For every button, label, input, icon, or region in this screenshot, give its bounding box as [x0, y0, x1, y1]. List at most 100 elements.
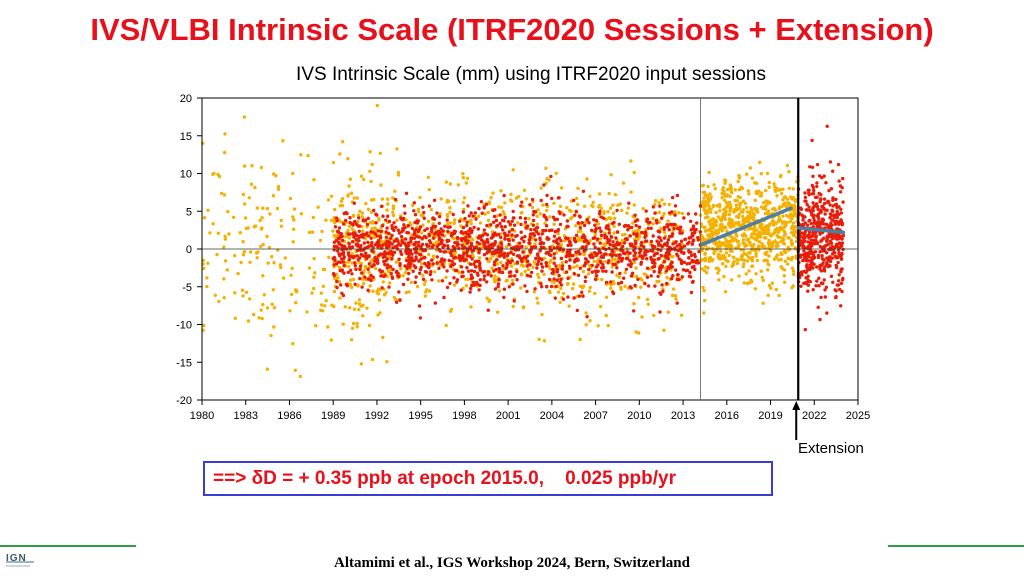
data-point	[391, 207, 396, 211]
data-point	[566, 243, 570, 248]
data-point	[492, 251, 497, 256]
data-point	[748, 251, 752, 255]
data-point	[465, 223, 469, 228]
data-point	[496, 310, 500, 314]
data-point	[759, 191, 764, 195]
data-point	[761, 206, 765, 211]
data-point	[733, 207, 737, 212]
data-point	[632, 257, 636, 262]
data-point	[791, 221, 796, 225]
data-point	[373, 232, 377, 236]
data-point	[557, 263, 562, 267]
data-point	[543, 221, 547, 225]
data-point	[533, 287, 537, 291]
data-point	[432, 217, 437, 221]
data-point	[314, 324, 318, 328]
data-point	[819, 295, 823, 300]
data-point	[559, 243, 564, 247]
data-point	[375, 241, 379, 245]
data-point	[811, 216, 816, 220]
data-point	[716, 215, 720, 219]
data-point	[248, 297, 252, 301]
data-point	[339, 232, 343, 236]
data-point	[666, 219, 670, 223]
data-point	[665, 254, 669, 259]
data-point	[358, 209, 362, 213]
data-point	[255, 256, 259, 260]
data-point	[312, 275, 316, 279]
data-point	[332, 240, 336, 244]
data-point	[626, 206, 630, 210]
data-point	[370, 226, 374, 231]
data-point	[841, 176, 845, 181]
data-point	[750, 259, 755, 263]
data-point	[791, 196, 795, 200]
data-point	[584, 245, 588, 249]
data-point	[384, 243, 389, 248]
data-point	[426, 175, 430, 179]
data-point	[820, 175, 824, 180]
data-point	[575, 264, 579, 268]
data-point	[345, 284, 350, 288]
data-point	[413, 213, 418, 217]
data-point	[666, 265, 670, 269]
data-point	[417, 210, 421, 214]
data-point	[628, 259, 632, 263]
data-point	[706, 246, 711, 250]
data-point	[511, 168, 515, 172]
data-point	[763, 188, 768, 193]
data-point	[639, 260, 644, 264]
data-point	[656, 257, 660, 261]
data-point	[741, 265, 745, 269]
data-point	[806, 289, 810, 293]
data-point	[521, 264, 525, 268]
data-point	[346, 228, 350, 233]
data-point	[506, 252, 510, 256]
data-point	[721, 212, 726, 216]
data-point	[354, 301, 358, 305]
data-point	[657, 243, 661, 247]
data-point	[469, 241, 474, 246]
data-point	[480, 211, 484, 215]
data-point	[801, 240, 806, 244]
data-point	[787, 201, 791, 205]
data-point	[477, 206, 481, 211]
data-point	[788, 247, 792, 252]
data-point	[452, 248, 457, 252]
data-point	[802, 249, 806, 253]
data-point	[375, 103, 379, 108]
data-point	[351, 321, 356, 326]
data-point	[359, 362, 363, 366]
data-point	[708, 235, 712, 239]
data-point	[805, 257, 809, 261]
data-point	[741, 199, 745, 203]
data-point	[657, 270, 661, 274]
data-point	[356, 248, 360, 253]
data-point	[591, 255, 595, 259]
data-point	[721, 227, 725, 231]
data-point	[749, 244, 753, 248]
data-point	[815, 205, 819, 209]
data-point	[768, 201, 772, 205]
data-point	[752, 232, 757, 236]
data-point	[633, 213, 637, 217]
data-point	[371, 221, 375, 225]
data-point	[742, 281, 746, 285]
data-point	[212, 171, 216, 176]
data-point	[292, 227, 296, 231]
data-point	[310, 291, 314, 295]
data-point	[461, 225, 466, 230]
data-point	[712, 251, 716, 256]
data-point	[588, 239, 592, 243]
data-point	[593, 232, 597, 237]
data-point	[582, 239, 587, 244]
data-point	[483, 212, 487, 216]
data-point	[765, 200, 769, 204]
data-point	[402, 223, 406, 227]
data-point	[807, 230, 812, 235]
data-point	[507, 242, 511, 247]
data-point	[321, 309, 325, 313]
data-point	[662, 260, 667, 264]
data-point	[324, 299, 328, 303]
data-point	[395, 237, 399, 241]
